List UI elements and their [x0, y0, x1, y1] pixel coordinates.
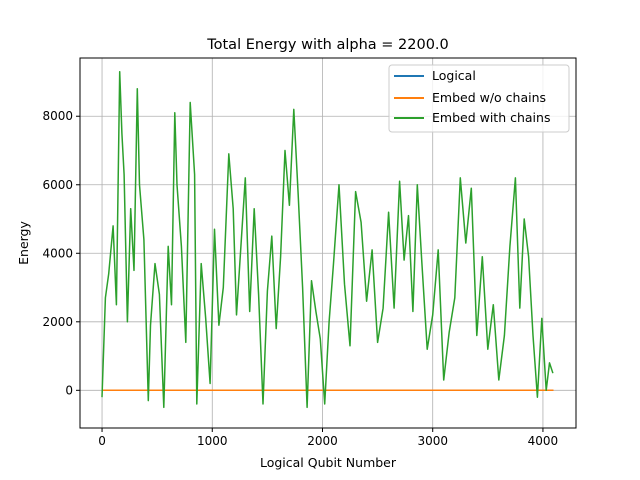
y-tick-label: 6000	[42, 178, 73, 192]
legend-box	[388, 64, 570, 133]
legend-label-logical: Logical	[432, 68, 476, 83]
y-tick-label: 2000	[42, 315, 73, 329]
x-tick-label: 2000	[307, 434, 338, 448]
x-tick-label: 1000	[197, 434, 228, 448]
series-line-embed-with-chains	[101, 70, 554, 409]
legend: Logical Embed w/o chains Embed with chai…	[388, 64, 570, 133]
y-tick-label: 8000	[42, 109, 73, 123]
chart-title: Total Energy with alpha = 2200.0	[206, 37, 449, 53]
legend-label-embed-without-chains: Embed w/o chains	[432, 90, 546, 105]
x-tick-label: 3000	[417, 434, 448, 448]
axis-ticks: 0 1000 2000 3000 4000 0 2000 4000 6000 8000	[42, 109, 558, 448]
data-series-layer	[101, 70, 554, 409]
y-tick-label: 4000	[42, 246, 73, 260]
plot-frame	[79, 57, 577, 429]
x-axis-label: Logical Qubit Number	[260, 455, 397, 470]
legend-label-embed-with-chains: Embed with chains	[432, 110, 550, 125]
y-tick-label: 0	[65, 383, 73, 397]
x-tick-label: 0	[98, 434, 106, 448]
x-tick-label: 4000	[528, 434, 559, 448]
y-axis-label: Energy	[16, 221, 31, 265]
